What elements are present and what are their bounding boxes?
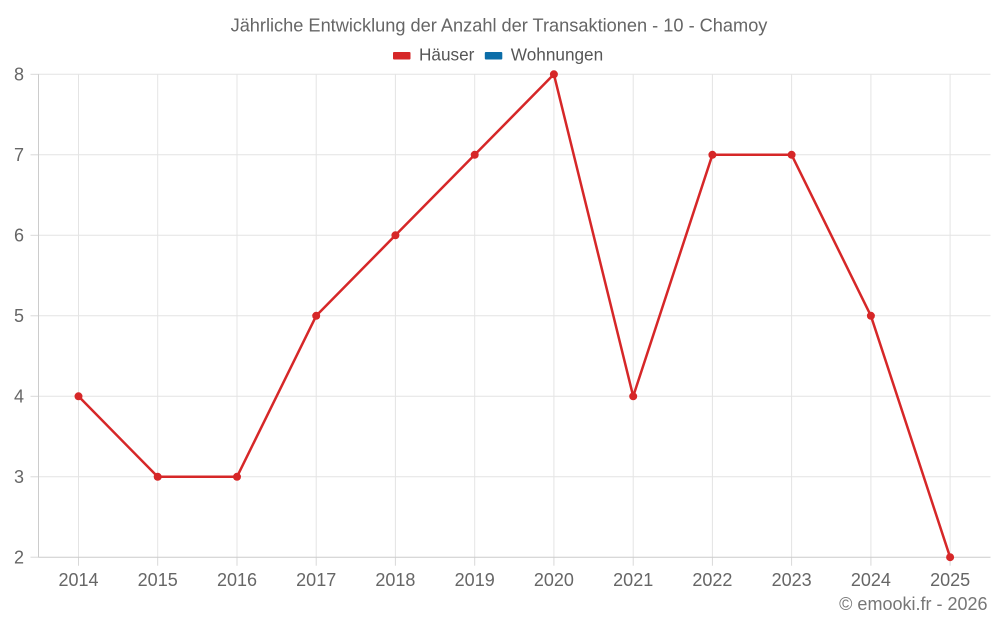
svg-text:2014: 2014 xyxy=(58,570,98,590)
svg-text:6: 6 xyxy=(14,226,24,246)
svg-text:8: 8 xyxy=(14,65,24,85)
svg-text:2017: 2017 xyxy=(296,570,336,590)
svg-text:2: 2 xyxy=(14,548,24,568)
svg-text:2022: 2022 xyxy=(692,570,732,590)
svg-text:Jährliche Entwicklung der Anza: Jährliche Entwicklung der Anzahl der Tra… xyxy=(231,16,769,36)
svg-text:Häuser: Häuser xyxy=(419,45,475,65)
svg-text:2019: 2019 xyxy=(455,570,495,590)
svg-text:2016: 2016 xyxy=(217,570,257,590)
svg-text:2015: 2015 xyxy=(138,570,178,590)
svg-text:4: 4 xyxy=(14,387,24,407)
svg-text:7: 7 xyxy=(14,145,24,165)
svg-text:3: 3 xyxy=(14,467,24,487)
svg-text:2025: 2025 xyxy=(930,570,970,590)
svg-text:2023: 2023 xyxy=(772,570,812,590)
svg-text:2018: 2018 xyxy=(375,570,415,590)
svg-text:© emooki.fr - 2026: © emooki.fr - 2026 xyxy=(839,594,987,614)
svg-text:2021: 2021 xyxy=(613,570,653,590)
svg-text:2024: 2024 xyxy=(851,570,891,590)
svg-text:5: 5 xyxy=(14,306,24,326)
svg-text:2020: 2020 xyxy=(534,570,574,590)
svg-text:Wohnungen: Wohnungen xyxy=(511,45,603,65)
